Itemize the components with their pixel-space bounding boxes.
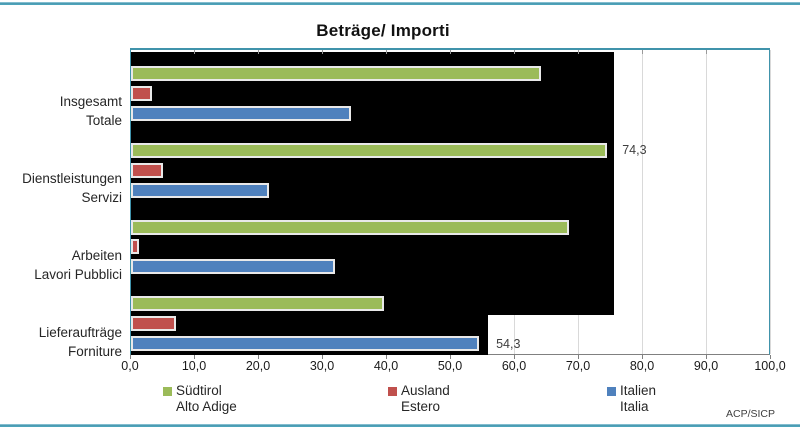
category-label: Dienstleistungen Servizi	[8, 169, 122, 207]
top-axis-tick	[258, 50, 259, 54]
top-axis-tick	[194, 50, 195, 54]
legend-swatch	[163, 387, 172, 396]
bar-suedtirol-c3	[131, 296, 384, 312]
bar-ausland-c1	[131, 162, 163, 178]
category-label: Lieferaufträge Forniture	[8, 323, 122, 361]
bottom-rule	[0, 424, 800, 427]
x-tick-label: 0,0	[121, 359, 139, 373]
x-axis-tick	[194, 355, 195, 359]
data-label: 54,3	[496, 336, 521, 351]
bar-suedtirol-c2	[131, 219, 570, 235]
bar-italien-c1	[131, 182, 269, 198]
top-axis-tick	[514, 50, 515, 54]
x-axis-tick	[578, 355, 579, 359]
bar-italien-c2	[131, 259, 335, 275]
chart-title: Beträge/ Importi	[316, 21, 450, 40]
x-tick-label: 100,0	[754, 359, 786, 373]
bar-ausland-c0	[131, 85, 153, 101]
x-tick-label: 60,0	[501, 359, 527, 373]
x-axis-tick	[514, 355, 515, 359]
top-axis-tick	[322, 50, 323, 54]
x-axis-tick	[386, 355, 387, 359]
legend-label-line2: Italia	[620, 399, 649, 414]
legend-label-line1: Italien	[620, 383, 657, 398]
gridline	[770, 50, 771, 354]
top-rule	[0, 2, 800, 5]
x-tick-label: 80,0	[629, 359, 655, 373]
bar-ausland-c2	[131, 239, 139, 255]
legend-label-line2: Alto Adige	[176, 399, 237, 414]
top-axis-tick	[450, 50, 451, 54]
legend-swatch	[607, 387, 616, 396]
x-axis-tick	[450, 355, 451, 359]
bar-suedtirol-c1	[131, 142, 607, 158]
top-axis-tick	[386, 50, 387, 54]
credit-label: ACP/SICP	[725, 408, 775, 420]
bar-ausland-c3	[131, 316, 176, 332]
bar-italien-c0	[131, 105, 351, 121]
category-label-line1: Insgesamt	[59, 94, 122, 110]
legend-label-line1: Südtirol	[176, 383, 222, 398]
x-axis-tick	[130, 355, 131, 359]
x-axis-tick	[770, 355, 771, 359]
x-axis-tick	[258, 355, 259, 359]
bar-italien-c3	[131, 336, 479, 352]
x-tick-label: 30,0	[309, 359, 335, 373]
x-tick-label: 50,0	[437, 359, 463, 373]
category-label-line2: Servizi	[81, 190, 122, 206]
top-axis-tick	[578, 50, 579, 54]
x-tick-label: 10,0	[181, 359, 207, 373]
category-label-line1: Dienstleistungen	[22, 171, 122, 187]
x-axis-tick	[642, 355, 643, 359]
category-label-line2: Forniture	[67, 343, 122, 359]
x-tick-label: 70,0	[565, 359, 591, 373]
legend-label-line1: Ausland	[401, 383, 450, 398]
x-axis-tick	[322, 355, 323, 359]
category-label: Arbeiten Lavori Pubblici	[8, 246, 122, 284]
category-label: Insgesamt Totale	[8, 92, 122, 130]
plot-area: 74,3 54,3	[130, 48, 771, 355]
legend-swatch	[388, 387, 397, 396]
bar-suedtirol-c0	[131, 66, 541, 81]
top-axis-tick	[706, 50, 707, 54]
legend-label-line2: Estero	[401, 399, 441, 414]
gridline	[706, 50, 707, 354]
gridline	[642, 50, 643, 354]
category-label-line1: Arbeiten	[71, 247, 122, 263]
category-label-line2: Totale	[85, 113, 122, 129]
top-axis-tick	[642, 50, 643, 54]
category-label-line1: Lieferaufträge	[38, 324, 122, 340]
x-tick-label: 40,0	[373, 359, 399, 373]
x-tick-label: 90,0	[693, 359, 719, 373]
x-tick-label: 20,0	[245, 359, 271, 373]
data-label: 74,3	[622, 143, 647, 158]
category-label-line2: Lavori Pubblici	[34, 266, 122, 282]
x-axis-tick	[706, 355, 707, 359]
